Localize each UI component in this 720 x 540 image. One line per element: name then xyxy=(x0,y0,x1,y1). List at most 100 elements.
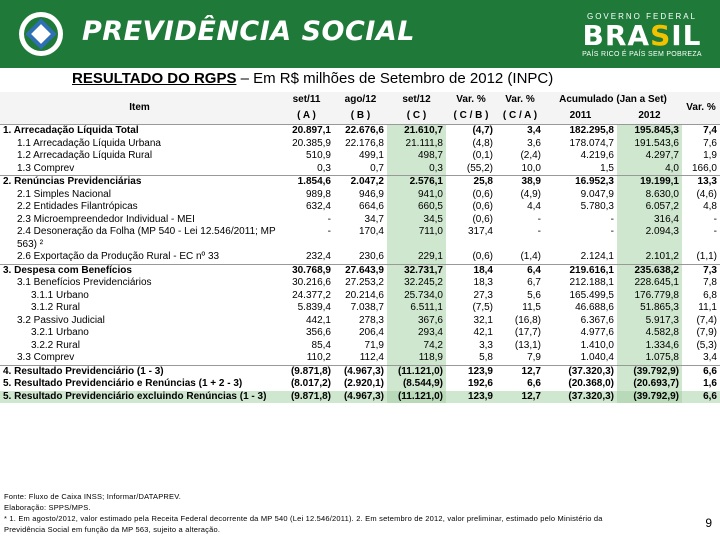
cell-value: (1,4) xyxy=(520,251,541,263)
table-row: 3.2.2 Rural 85,4 71,9 74,2 3,3 (13,1) 1.410,0 1… xyxy=(0,339,720,352)
cell-value: (2,4) xyxy=(520,150,541,162)
footnote-notes-cont: Previdência Social em função da MP 563, … xyxy=(4,525,221,534)
cell-value: 85,4 xyxy=(311,339,331,351)
cell-value: (20.693,7) xyxy=(617,378,682,391)
cell-value: 176.779,8 xyxy=(617,289,682,302)
cell-value: 2.101,2 xyxy=(617,251,682,264)
subheader-2011: 2011 xyxy=(544,108,617,125)
cell-value: 7.038,7 xyxy=(350,302,384,314)
table-row: 4. Resultado Previdenciário (1 - 3) (9.87… xyxy=(0,364,720,378)
cell-value: 123,9 xyxy=(446,390,496,403)
footnote-notes: * 1. Em agosto/2012, valor estimado pela… xyxy=(4,514,603,523)
footnote-source: Fonte: Fluxo de Caixa INSS; Informar/DAT… xyxy=(4,492,182,501)
cell-value: 1,9 xyxy=(703,150,717,162)
cell-value: (1,1) xyxy=(696,251,717,263)
gov-line3: PAÍS RICO É PAÍS SEM POBREZA xyxy=(582,51,702,58)
cell-value: 946,9 xyxy=(358,188,384,200)
cell-value: 12,7 xyxy=(496,390,544,403)
cell-value: (7,9) xyxy=(696,327,717,339)
cell-value: 4,0 xyxy=(617,162,682,176)
cell-value: 21.610,7 xyxy=(387,124,446,138)
cell-value: 25,8 xyxy=(446,175,496,189)
subheader-c: ( C ) xyxy=(387,108,446,125)
cell-value: 74,2 xyxy=(387,339,446,352)
cell-value: (0,6) xyxy=(472,251,493,263)
cell-value: 219.616,1 xyxy=(544,263,617,277)
table-row: 2.1 Simples Nacional 989,8 946,9 941,0 (0,6)… xyxy=(0,188,720,201)
cell-value: 230,6 xyxy=(358,251,384,263)
cell-value: 9.047,9 xyxy=(580,188,614,200)
cell-value: 6.057,2 xyxy=(617,201,682,214)
cell-value: (0,6) xyxy=(472,188,493,200)
gov-line1: GOVERNO FEDERAL xyxy=(586,12,697,21)
cell-value: 27,3 xyxy=(473,289,493,301)
cell-value: 18,4 xyxy=(446,263,496,277)
cell-value: (7,4) xyxy=(696,314,717,326)
table-row: 1. Arrecadação Líquida Total 20.897,1 22.6… xyxy=(0,124,720,138)
cell-value: 10,0 xyxy=(521,162,541,174)
table-row: 5. Resultado Previdenciário e Renúncias … xyxy=(0,378,720,391)
cell-value: 356,6 xyxy=(305,327,331,339)
cell-value: 316,4 xyxy=(617,213,682,226)
row-label: 3.2.1 Urbano xyxy=(31,327,89,339)
cell-value: 110,2 xyxy=(306,352,331,364)
cell-value: 112,4 xyxy=(359,352,384,364)
cell-value: (7,5) xyxy=(472,302,493,314)
table-row: 1.3 Comprev 0,3 0,7 0,3 (55,2) 10,0 1,5 4,0 166,… xyxy=(0,162,720,176)
cell-value: 0,3 xyxy=(387,162,446,176)
cell-value: - xyxy=(537,226,541,238)
cell-value: 7,3 xyxy=(682,263,720,277)
cell-value: 27.643,9 xyxy=(334,263,387,277)
cell-value: 2.124,1 xyxy=(580,251,614,263)
col-header-var-cb: Var. % xyxy=(446,92,496,108)
cell-value: 32.731,7 xyxy=(387,263,446,277)
cell-value: - xyxy=(327,226,331,238)
subheader-b: ( B ) xyxy=(334,108,387,125)
cell-value: 0,3 xyxy=(317,162,331,174)
cell-value: 5.917,3 xyxy=(617,314,682,327)
cell-value: 989,8 xyxy=(305,188,331,200)
row-label: 1.2 Arrecadação Líquida Rural xyxy=(17,150,153,162)
cell-value: 711,0 xyxy=(387,226,446,239)
cell-value: 4.297,7 xyxy=(617,150,682,163)
table-row: 2.6 Exportação da Produção Rural - EC nº… xyxy=(0,251,720,264)
cell-value: 6,6 xyxy=(682,390,720,403)
cell-value: 25.734,0 xyxy=(387,289,446,302)
cell-value: 228.645,1 xyxy=(617,277,682,290)
cell-value: 32,1 xyxy=(473,314,493,326)
cell-value: 16.952,3 xyxy=(544,175,617,189)
cell-value: 6,6 xyxy=(682,364,720,378)
cell-value xyxy=(682,239,720,252)
cell-value: 660,5 xyxy=(387,201,446,214)
cell-value: 11,5 xyxy=(522,302,541,314)
cell-value: 178.074,7 xyxy=(569,137,615,149)
cell-value xyxy=(334,239,387,252)
table-row: 3.1.1 Urbano 24.377,2 20.214,6 25.734,0 27,3… xyxy=(0,289,720,302)
row-label: 3.2 Passivo Judicial xyxy=(17,314,105,326)
table-row: 2.3 Microempreendedor Individual - MEI -3… xyxy=(0,213,720,226)
cell-value: 2.047,2 xyxy=(334,175,387,189)
cell-value: 46.688,6 xyxy=(575,302,614,314)
cell-value xyxy=(617,238,682,251)
cell-value: (11.121,0) xyxy=(387,390,446,403)
cell-value: - xyxy=(610,226,614,238)
brand-name: PREVIDÊNCIA SOCIAL xyxy=(82,16,415,47)
cell-value: 20.897,1 xyxy=(279,124,334,138)
cell-value: 34,5 xyxy=(387,213,446,226)
cell-value: (37.320,3) xyxy=(544,390,617,403)
cell-value: 212.188,1 xyxy=(569,277,615,289)
cell-value: 4,4 xyxy=(527,201,541,213)
col-header-item: Item xyxy=(0,92,279,125)
cell-value xyxy=(387,238,446,251)
cell-value: 51.865,3 xyxy=(617,302,682,315)
cell-value: - xyxy=(327,213,331,225)
row-label: 2.2 Entidades Filantrópicas xyxy=(17,201,138,213)
cell-value: 442,1 xyxy=(305,314,331,326)
cell-value: 2.576,1 xyxy=(387,175,446,189)
cell-value: 12,7 xyxy=(496,364,544,378)
cell-value: 27.253,2 xyxy=(345,277,384,289)
cell-value: 229,1 xyxy=(387,251,446,264)
cell-value: 18,3 xyxy=(473,277,493,289)
cell-value: (39.792,9) xyxy=(617,390,682,403)
cell-value: (37.320,3) xyxy=(544,364,617,378)
